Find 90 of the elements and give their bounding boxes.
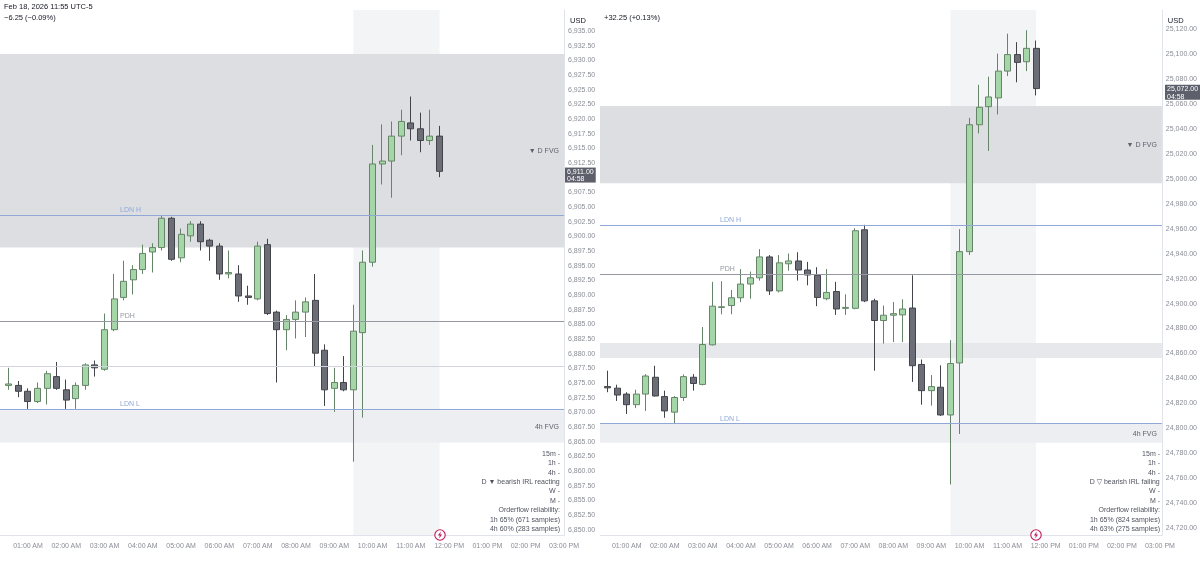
candlestick (225, 250, 232, 279)
candlestick (178, 228, 185, 263)
candlestick (1033, 40, 1040, 96)
candlestick (890, 301, 897, 343)
candlestick (814, 266, 821, 307)
candlestick (842, 293, 849, 316)
candlestick (436, 125, 443, 178)
candlestick (245, 285, 252, 306)
candlestick (633, 389, 640, 409)
candlestick (652, 365, 659, 398)
candlestick (15, 380, 22, 398)
candlestick (795, 251, 802, 282)
candlestick (966, 117, 973, 256)
candlestick (985, 76, 992, 152)
candlestick (187, 220, 194, 243)
candlestick (709, 281, 716, 346)
candlestick (254, 241, 261, 301)
candlestick (671, 395, 678, 425)
candlestick (690, 373, 697, 392)
candlestick (909, 274, 916, 383)
candlestick (642, 373, 649, 412)
candlestick (273, 310, 280, 383)
candlestick (823, 268, 830, 301)
candlestick (737, 268, 744, 303)
candlestick (407, 96, 414, 142)
candlestick (130, 264, 137, 295)
candlestick (24, 387, 31, 410)
candlestick (120, 260, 127, 301)
candlestick (699, 326, 706, 386)
candlestick (947, 339, 954, 485)
candlestick (111, 273, 118, 332)
candlestick (158, 214, 165, 251)
candlestick (766, 254, 773, 296)
candlestick (661, 390, 668, 419)
candlestick (937, 364, 944, 417)
candlestick (756, 248, 763, 282)
candlestick (728, 289, 735, 315)
candlestick (5, 367, 12, 391)
candlestick (149, 242, 156, 273)
candlestick (976, 84, 983, 134)
candlestick (388, 120, 395, 199)
candlestick (72, 381, 79, 410)
candlestick (340, 355, 347, 392)
candlestick (283, 314, 290, 351)
candlestick (369, 144, 376, 268)
candlestick (302, 296, 309, 338)
candlestick (614, 384, 621, 402)
candlestick (785, 252, 792, 272)
candlestick (139, 244, 146, 275)
candlestick (312, 273, 319, 367)
candlestick (1023, 29, 1030, 72)
candlestick (321, 343, 328, 407)
candlestick (44, 370, 51, 405)
candlestick (861, 224, 868, 303)
candlestick (417, 112, 424, 153)
candlestick (206, 238, 213, 262)
candlestick (852, 227, 859, 310)
candlestick (235, 264, 242, 303)
candlestick (1014, 41, 1021, 83)
candlestick (426, 109, 433, 146)
candlestick (718, 280, 725, 315)
candlestick (956, 228, 963, 435)
candlestick (168, 216, 175, 262)
candlestick (680, 373, 687, 402)
candlestick (197, 220, 204, 251)
candlestick (350, 304, 357, 463)
candlestick (918, 358, 925, 406)
candlestick (216, 242, 223, 281)
candlestick (264, 238, 271, 316)
candlestick (53, 361, 60, 391)
candlestick (747, 271, 754, 300)
candlestick (292, 299, 299, 339)
candlestick (880, 305, 887, 345)
candlestick (82, 362, 89, 391)
candlestick (63, 379, 70, 410)
candlestick (101, 313, 108, 372)
candlestick (379, 123, 386, 186)
candlestick (1004, 33, 1011, 77)
candlestick (995, 53, 1002, 115)
candlestick (623, 391, 630, 415)
candlestick (928, 374, 935, 407)
candlestick (833, 281, 840, 316)
candlestick (776, 254, 783, 293)
candlestick (604, 370, 611, 393)
candlestick (331, 367, 338, 413)
candlestick (899, 298, 906, 343)
candlestick (398, 109, 405, 156)
candlestick (359, 250, 366, 419)
candlestick (871, 298, 878, 372)
candlestick (34, 381, 41, 404)
